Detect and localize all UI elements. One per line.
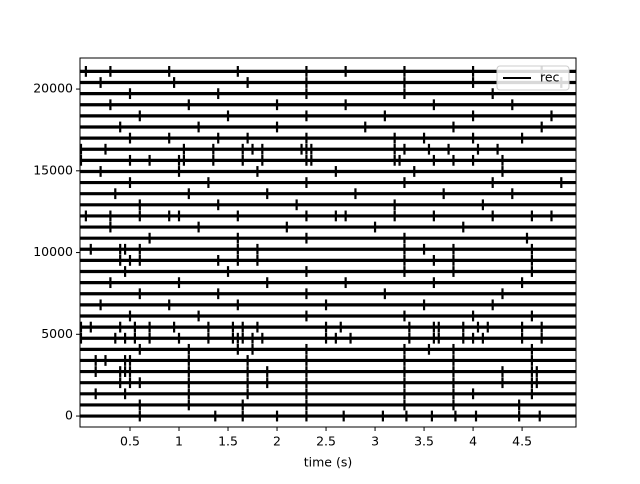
traces [80, 66, 576, 422]
y-tick-label: 20000 [33, 81, 73, 96]
x-tick-label: 4 [469, 434, 477, 449]
x-tick-label: 1 [175, 434, 183, 449]
legend-label: rec [540, 70, 560, 85]
x-tick-label: 4.5 [512, 434, 532, 449]
x-tick-label: 0.5 [120, 434, 140, 449]
x-tick-label: 1.5 [218, 434, 238, 449]
y-tick-label: 0 [65, 408, 73, 423]
y-tick-label: 5000 [41, 326, 73, 341]
y-tick-label: 10000 [33, 244, 73, 259]
x-axis-label: time (s) [304, 455, 352, 470]
x-tick-label: 2.5 [316, 434, 336, 449]
x-tick-label: 3 [371, 434, 379, 449]
plot-frame [79, 57, 577, 428]
y-tick-label: 15000 [33, 162, 73, 177]
legend-box [496, 65, 570, 91]
x-tick-label: 3.5 [414, 434, 434, 449]
x-tick-label: 2 [273, 434, 281, 449]
